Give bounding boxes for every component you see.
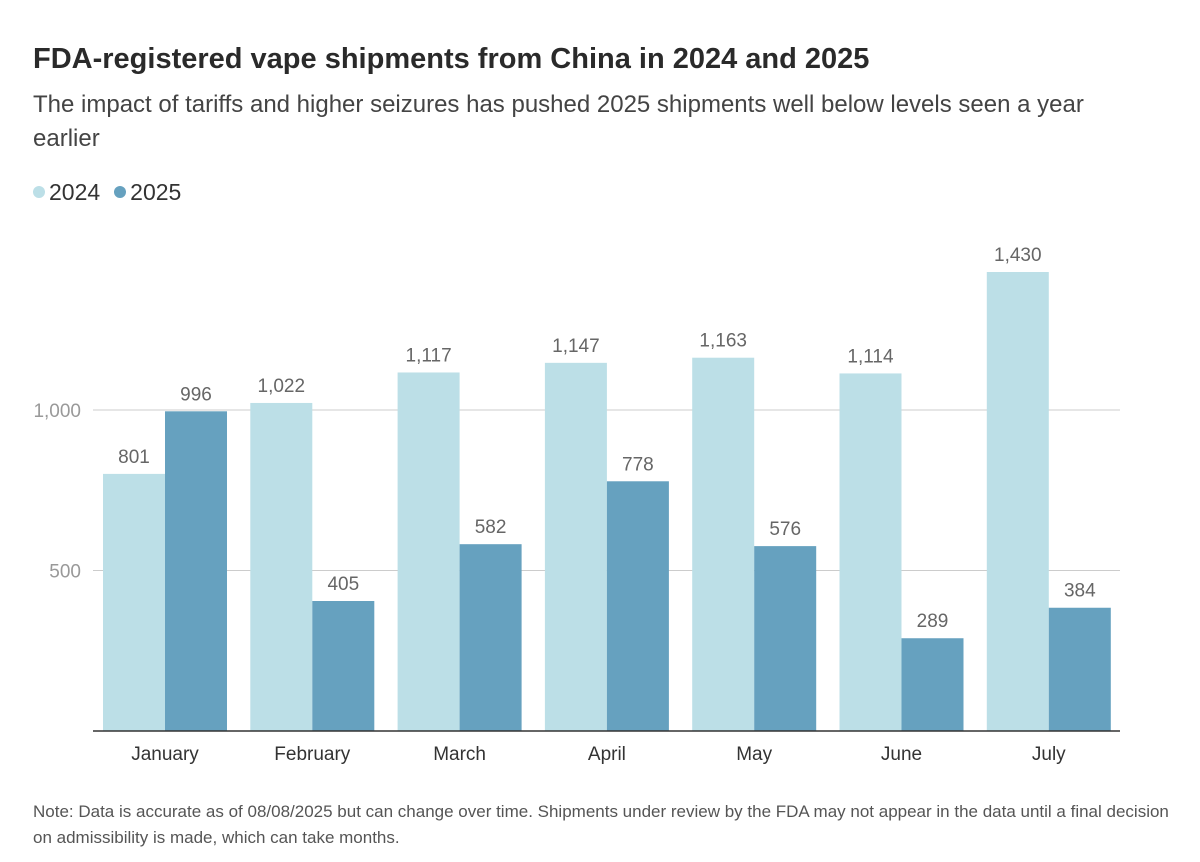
- bar-2025-february: [312, 601, 375, 731]
- chart-title: FDA-registered vape shipments from China…: [33, 43, 870, 75]
- bar-2025-march: [459, 544, 522, 731]
- y-tick-label: 1,000: [33, 401, 81, 422]
- x-tick-label-february: February: [274, 744, 351, 765]
- legend-label-2024: 2024: [49, 178, 101, 205]
- x-tick-label-april: April: [588, 744, 626, 765]
- bar-2025-july: [1048, 607, 1111, 731]
- bar-2025-january: [165, 411, 227, 731]
- bar-2024-july: [986, 272, 1049, 731]
- bar-2024-march: [397, 372, 460, 731]
- data-label-2025-january: 996: [180, 384, 212, 405]
- x-tick-label-may: May: [736, 744, 772, 765]
- data-label-2024-july: 1,430: [994, 245, 1042, 266]
- bar-2024-january: [103, 473, 165, 731]
- x-tick-label-january: January: [131, 744, 199, 765]
- bar-2024-may: [692, 357, 755, 731]
- data-label-2025-july: 384: [1064, 581, 1096, 602]
- x-tick-label-july: July: [1032, 744, 1066, 765]
- x-tick-label-march: March: [433, 744, 486, 765]
- data-label-2024-april: 1,147: [552, 336, 600, 357]
- bar-2024-february: [250, 402, 313, 731]
- data-label-2025-june: 289: [917, 611, 949, 632]
- legend-label-2025: 2025: [130, 178, 182, 205]
- bar-chart: 500 1,000 801 996 January 1,022 405 February 1,1…: [33, 245, 1120, 765]
- data-label-2024-june: 1,114: [847, 346, 894, 367]
- chart-footnote: Note: Data is accurate as of 08/08/2025 …: [33, 802, 1169, 847]
- legend: 2024 2025: [33, 177, 195, 207]
- data-label-2024-march: 1,117: [406, 345, 452, 366]
- data-label-2025-april: 778: [622, 454, 654, 475]
- y-tick-label: 500: [49, 562, 81, 583]
- bar-2025-may: [754, 546, 817, 731]
- legend-item-2025: 2025: [114, 179, 181, 206]
- x-tick-label-june: June: [881, 744, 922, 765]
- legend-item-2024: 2024: [33, 179, 100, 206]
- legend-swatch-2024: [33, 186, 45, 198]
- data-label-2024-february: 1,022: [258, 376, 306, 397]
- chart-subtitle: The impact of tariffs and higher seizure…: [33, 91, 1084, 152]
- data-label-2025-may: 576: [769, 519, 801, 540]
- data-label-2024-may: 1,163: [699, 331, 747, 352]
- data-label-2025-march: 582: [475, 517, 507, 538]
- legend-swatch-2025: [114, 186, 127, 198]
- data-label-2025-february: 405: [327, 574, 359, 595]
- bar-2025-june: [901, 638, 964, 731]
- bar-2025-april: [606, 481, 669, 731]
- bar-2024-april: [544, 362, 607, 731]
- bar-2024-june: [839, 373, 902, 731]
- data-label-2024-january: 801: [118, 447, 150, 468]
